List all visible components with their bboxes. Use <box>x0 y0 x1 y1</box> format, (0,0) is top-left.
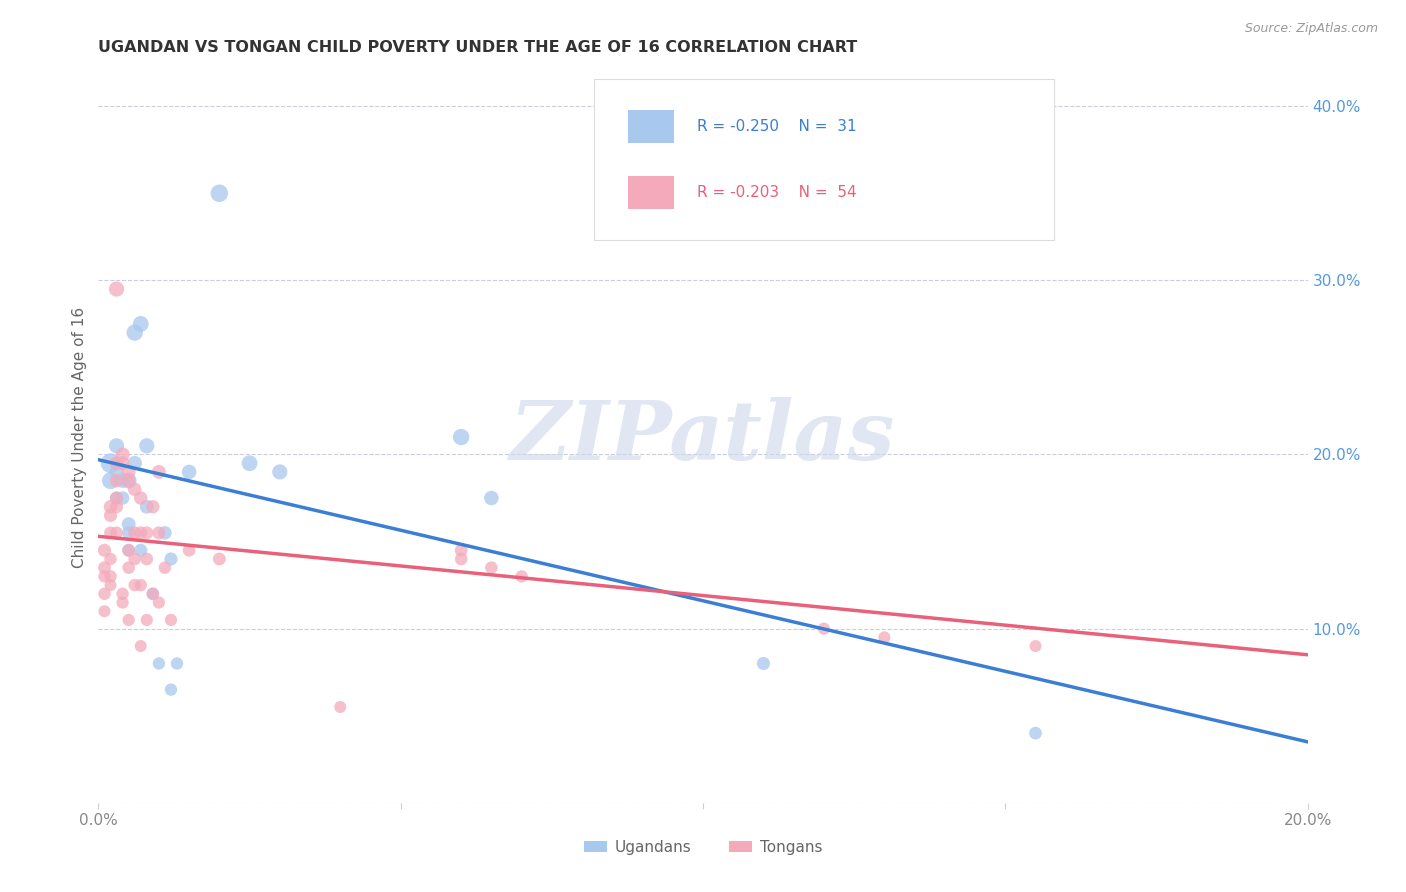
Point <box>105 282 128 296</box>
Point <box>124 552 146 566</box>
Point <box>100 508 122 523</box>
Point <box>142 587 165 601</box>
Point <box>118 474 141 488</box>
Point <box>142 500 165 514</box>
Text: Source: ZipAtlas.com: Source: ZipAtlas.com <box>1244 22 1378 36</box>
Point <box>135 552 157 566</box>
Point <box>179 465 201 479</box>
Point <box>160 552 183 566</box>
Text: UGANDAN VS TONGAN CHILD POVERTY UNDER THE AGE OF 16 CORRELATION CHART: UGANDAN VS TONGAN CHILD POVERTY UNDER TH… <box>98 40 858 55</box>
Text: R = -0.203    N =  54: R = -0.203 N = 54 <box>697 185 856 200</box>
Point <box>111 491 134 505</box>
Point <box>105 474 128 488</box>
Point <box>105 491 128 505</box>
Point <box>148 657 170 671</box>
Point <box>124 525 146 540</box>
Point <box>111 587 134 601</box>
Point <box>118 474 141 488</box>
Point <box>100 525 122 540</box>
Point <box>450 543 472 558</box>
FancyBboxPatch shape <box>595 78 1053 240</box>
Point <box>481 560 503 574</box>
Point <box>100 578 122 592</box>
Point <box>100 474 122 488</box>
Point <box>118 465 141 479</box>
Point <box>129 639 152 653</box>
Point <box>153 525 176 540</box>
Point <box>129 525 152 540</box>
Point <box>93 587 115 601</box>
Point <box>153 560 176 574</box>
Point <box>148 595 170 609</box>
Point <box>118 543 141 558</box>
Point <box>100 552 122 566</box>
Legend: Ugandans, Tongans: Ugandans, Tongans <box>578 834 828 861</box>
Point <box>118 613 141 627</box>
Text: R = -0.250    N =  31: R = -0.250 N = 31 <box>697 119 856 134</box>
Point <box>135 613 157 627</box>
Point <box>329 700 352 714</box>
Text: ZIPatlas: ZIPatlas <box>510 397 896 477</box>
Point <box>111 595 134 609</box>
Point <box>510 569 533 583</box>
Point <box>813 622 835 636</box>
Point <box>129 578 152 592</box>
Point <box>1024 639 1046 653</box>
Point <box>100 500 122 514</box>
Point <box>269 465 291 479</box>
Point <box>450 552 472 566</box>
Point <box>124 456 146 470</box>
Point <box>93 604 115 618</box>
Point <box>105 456 128 470</box>
FancyBboxPatch shape <box>628 176 675 209</box>
Point <box>118 560 141 574</box>
Point <box>93 569 115 583</box>
Point <box>135 525 157 540</box>
Point <box>129 491 152 505</box>
Point <box>142 587 165 601</box>
Point <box>118 517 141 532</box>
Point <box>129 317 152 331</box>
Point <box>148 465 170 479</box>
Point <box>208 552 231 566</box>
Point <box>124 326 146 340</box>
Point <box>166 657 188 671</box>
Point <box>1024 726 1046 740</box>
Point <box>135 500 157 514</box>
Point <box>93 543 115 558</box>
Point <box>118 543 141 558</box>
Point <box>239 456 262 470</box>
Point <box>105 491 128 505</box>
Point <box>93 560 115 574</box>
Point <box>118 525 141 540</box>
Point <box>124 483 146 497</box>
Point <box>179 543 201 558</box>
Point <box>100 456 122 470</box>
Point <box>752 657 775 671</box>
Point <box>208 186 231 201</box>
Y-axis label: Child Poverty Under the Age of 16: Child Poverty Under the Age of 16 <box>72 307 87 567</box>
Point <box>100 569 122 583</box>
FancyBboxPatch shape <box>628 110 675 143</box>
Point <box>124 578 146 592</box>
Point <box>111 474 134 488</box>
Point <box>105 500 128 514</box>
Point <box>450 430 472 444</box>
Point <box>105 465 128 479</box>
Point <box>111 456 134 470</box>
Point <box>873 631 896 645</box>
Point <box>111 448 134 462</box>
Point <box>135 439 157 453</box>
Point <box>148 525 170 540</box>
Point <box>160 613 183 627</box>
Point <box>105 439 128 453</box>
Point <box>105 525 128 540</box>
Point <box>129 543 152 558</box>
Point <box>481 491 503 505</box>
Point <box>160 682 183 697</box>
